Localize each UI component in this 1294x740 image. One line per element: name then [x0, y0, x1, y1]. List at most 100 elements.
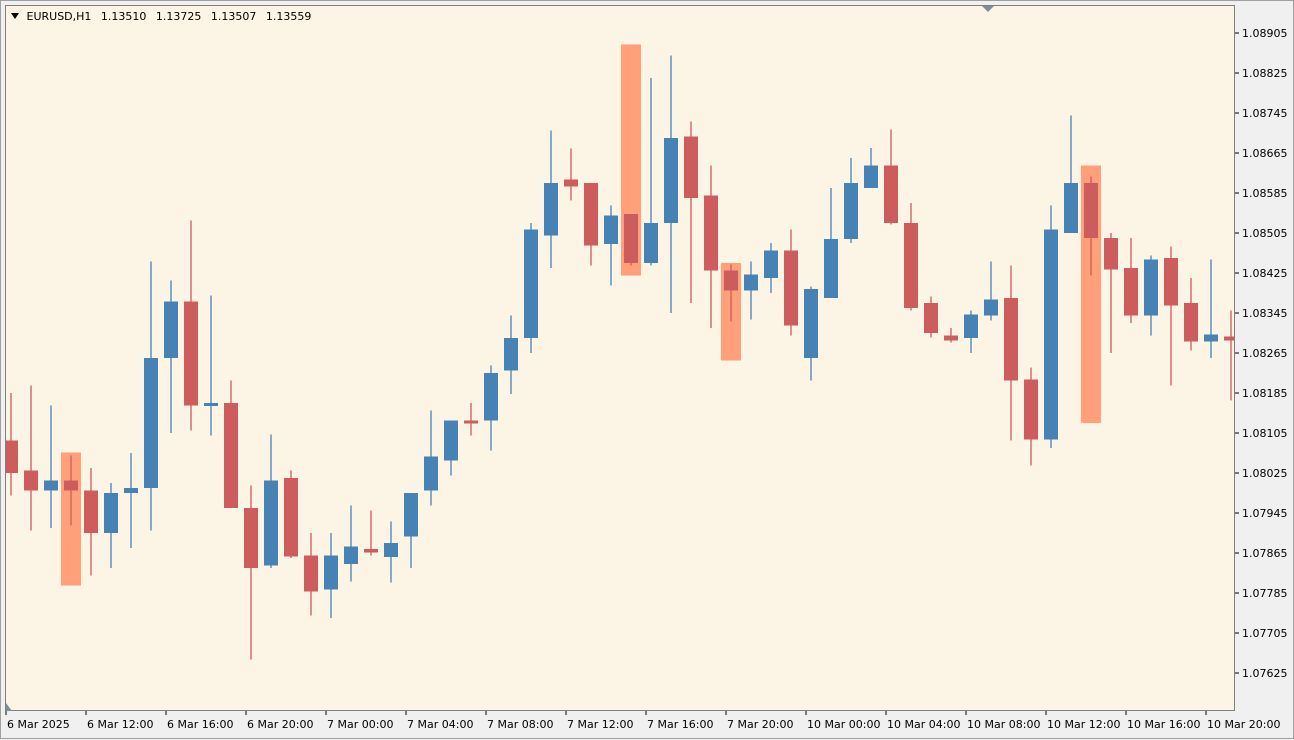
- price-chart-area[interactable]: [5, 5, 1235, 711]
- time-axis-label: 6 Mar 16:00: [167, 718, 233, 731]
- time-axis-label: 7 Mar 04:00: [407, 718, 473, 731]
- time-axis-label: 7 Mar 08:00: [487, 718, 553, 731]
- price-axis-label: 1.07865: [1242, 547, 1288, 560]
- bear-candle-body: [884, 165, 898, 223]
- time-axis-label: 7 Mar 00:00: [327, 718, 393, 731]
- bear-candle-body: [1124, 268, 1138, 316]
- bull-candle-body: [104, 493, 118, 533]
- bull-candle-body: [44, 480, 58, 491]
- bull-candle-body: [824, 239, 838, 298]
- price-axis-label: 1.08185: [1242, 387, 1288, 400]
- bull-candle-body: [644, 223, 658, 263]
- bull-candle-body: [604, 215, 618, 244]
- price-axis-label: 1.08105: [1242, 427, 1288, 440]
- bull-candle-body: [444, 420, 458, 461]
- bear-candle-body: [1104, 238, 1118, 270]
- symbol-label: EURUSD,H1: [26, 10, 92, 23]
- bull-candle-body: [1064, 183, 1078, 233]
- price-axis-label: 1.08745: [1242, 107, 1288, 120]
- bear-candle-body: [224, 403, 238, 508]
- bull-candle-body: [1044, 229, 1058, 440]
- bear-candle-body: [924, 303, 938, 333]
- bull-candle-body: [1144, 259, 1158, 316]
- time-axis-label: 10 Mar 12:00: [1047, 718, 1120, 731]
- high-price: 1.13725: [155, 10, 202, 23]
- time-axis-label: 6 Mar 2025: [7, 718, 70, 731]
- bear-candle-body: [304, 555, 318, 592]
- bull-candle-body: [504, 338, 518, 371]
- bear-candle-body: [364, 549, 378, 553]
- bear-candle-body: [6, 440, 18, 473]
- bull-candle-body: [344, 546, 358, 564]
- bear-candle-body: [564, 179, 578, 187]
- bull-candle-body: [844, 183, 858, 239]
- bear-candle-body: [84, 490, 98, 533]
- bull-candle-body: [864, 165, 878, 188]
- bull-candle-body: [964, 314, 978, 338]
- price-axis-label: 1.08265: [1242, 347, 1288, 360]
- price-axis-label: 1.08665: [1242, 147, 1288, 160]
- bull-candle-body: [524, 229, 538, 338]
- bull-candle-body: [424, 456, 438, 491]
- dropdown-triangle-icon[interactable]: [11, 13, 19, 19]
- time-axis-label: 7 Mar 20:00: [727, 718, 793, 731]
- close-price: 1.13559: [265, 10, 312, 23]
- bull-candle-body: [484, 373, 498, 421]
- bear-candle-body: [584, 183, 598, 246]
- price-axis-label: 1.08585: [1242, 187, 1288, 200]
- price-axis-label: 1.08825: [1242, 67, 1288, 80]
- time-axis-label: 10 Mar 00:00: [807, 718, 880, 731]
- bear-candle-body: [1004, 298, 1018, 381]
- bull-candle-body: [544, 183, 558, 236]
- time-axis-label: 7 Mar 16:00: [647, 718, 713, 731]
- bear-candle-body: [1084, 183, 1098, 238]
- bear-candle-body: [1164, 258, 1178, 306]
- time-axis-label: 10 Mar 16:00: [1127, 718, 1200, 731]
- bear-candle-body: [184, 301, 198, 406]
- bull-candle-body: [204, 403, 218, 406]
- scroll-corner-icon: [6, 703, 12, 711]
- bull-candle-body: [664, 138, 678, 223]
- bear-candle-body: [64, 480, 78, 491]
- time-axis-label: 6 Mar 12:00: [87, 718, 153, 731]
- bull-candle-body: [324, 555, 338, 590]
- bear-candle-body: [24, 470, 38, 491]
- bear-candle-body: [944, 335, 958, 341]
- bull-candle-body: [164, 301, 178, 358]
- time-axis-label: 6 Mar 20:00: [247, 718, 313, 731]
- bull-candle-body: [984, 299, 998, 316]
- bear-candle-body: [284, 478, 298, 557]
- price-axis-label: 1.07785: [1242, 587, 1288, 600]
- candles-group: [6, 44, 1234, 660]
- bear-candle-body: [904, 223, 918, 308]
- price-axis-label: 1.08345: [1242, 307, 1288, 320]
- bull-candle-body: [404, 493, 418, 537]
- bull-candle-body: [744, 274, 758, 291]
- bull-candle-body: [384, 543, 398, 557]
- bull-candle-body: [804, 289, 818, 358]
- time-axis-label: 10 Mar 08:00: [967, 718, 1040, 731]
- time-axis-label: 7 Mar 12:00: [567, 718, 633, 731]
- bear-candle-body: [1184, 303, 1198, 342]
- price-axis-label: 1.07625: [1242, 667, 1288, 680]
- time-axis-label: 10 Mar 20:00: [1207, 718, 1280, 731]
- price-axis-label: 1.08025: [1242, 467, 1288, 480]
- price-axis-label: 1.07945: [1242, 507, 1288, 520]
- price-axis-label: 1.07705: [1242, 627, 1288, 640]
- open-price: 1.13510: [100, 10, 147, 23]
- bull-candle-body: [124, 488, 138, 493]
- low-price: 1.13507: [210, 10, 257, 23]
- time-axis-label: 10 Mar 04:00: [887, 718, 960, 731]
- shift-marker-icon: [982, 6, 994, 12]
- price-axis-label: 1.08905: [1242, 27, 1288, 40]
- bear-candle-body: [704, 195, 718, 271]
- bear-candle-body: [244, 508, 258, 568]
- bear-candle-body: [1024, 379, 1038, 440]
- bear-candle-body: [1224, 336, 1234, 341]
- bull-candle-body: [764, 250, 778, 278]
- bear-candle-body: [784, 250, 798, 326]
- bull-candle-body: [264, 480, 278, 566]
- bear-candle-body: [464, 420, 478, 424]
- bull-candle-body: [1204, 334, 1218, 342]
